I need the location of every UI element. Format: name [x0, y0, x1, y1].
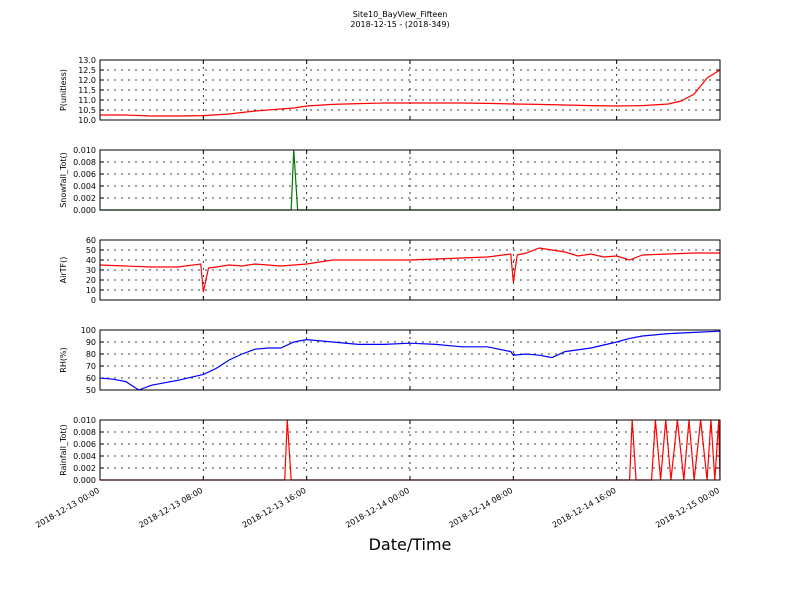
plot-frame [99, 419, 721, 481]
figure-title: Site10_BayView_Fifteen [353, 10, 448, 19]
y-tick-label: 0.008 [73, 428, 96, 437]
x-tick-label: 2018-12-14 08:00 [447, 486, 514, 530]
y-tick-label: 13.0 [78, 56, 96, 65]
y-axis-label: RH(%) [59, 347, 68, 372]
y-axis-label: P(unitless) [59, 69, 68, 111]
y-tick-label: 11.0 [78, 96, 96, 105]
y-tick-label: 20 [86, 276, 96, 285]
x-tick-label: 2018-12-13 00:00 [34, 486, 101, 530]
y-tick-label: 0.008 [73, 158, 96, 167]
y-tick-label: 50 [86, 386, 96, 395]
y-tick-label: 60 [86, 374, 96, 383]
y-tick-label: 10.0 [78, 116, 96, 125]
data-line [100, 69, 721, 117]
plot-frame [99, 239, 721, 301]
y-tick-label: 0.006 [73, 440, 96, 449]
y-tick-label: 0.002 [73, 194, 96, 203]
y-axis-label: Rainfall_Tot() [59, 424, 68, 476]
x-axis-label: Date/Time [369, 535, 452, 554]
plot-frame [99, 149, 721, 211]
plot-frame [99, 59, 721, 121]
y-tick-label: 0.006 [73, 170, 96, 179]
y-tick-label: 0.004 [73, 452, 96, 461]
data-line [99, 247, 720, 293]
y-tick-label: 10 [86, 286, 96, 295]
y-tick-label: 100 [81, 326, 96, 335]
y-axis-label: AirTF() [59, 257, 68, 284]
y-tick-label: 80 [86, 350, 96, 359]
y-tick-label: 0.010 [73, 146, 96, 155]
y-tick-label: 0.002 [73, 464, 96, 473]
y-tick-label: 90 [86, 338, 96, 347]
y-tick-label: 30 [86, 266, 96, 275]
y-tick-label: 12.0 [78, 76, 96, 85]
figure-subtitle: 2018-12-15 - (2018-349) [350, 20, 449, 29]
y-axis-label: Snowfall_Tot() [59, 152, 68, 208]
x-tick-label: 2018-12-14 00:00 [344, 486, 411, 530]
x-tick-label: 2018-12-14 16:00 [551, 486, 618, 530]
plot-frame [99, 329, 721, 391]
y-tick-label: 0 [91, 296, 96, 305]
data-line [99, 330, 721, 391]
y-tick-label: 10.5 [78, 106, 96, 115]
y-tick-label: 40 [86, 256, 96, 265]
x-tick-label: 2018-12-13 16:00 [241, 486, 308, 530]
x-tick-label: 2018-12-15 00:00 [654, 486, 721, 530]
x-tick-label: 2018-12-13 08:00 [137, 486, 204, 530]
y-tick-label: 0.000 [73, 476, 96, 485]
y-tick-label: 50 [86, 246, 96, 255]
y-tick-label: 0.000 [73, 206, 96, 215]
y-tick-label: 70 [86, 362, 96, 371]
y-tick-label: 12.5 [78, 66, 96, 75]
y-tick-label: 60 [86, 236, 96, 245]
y-tick-label: 0.004 [73, 182, 96, 191]
y-tick-label: 0.010 [73, 416, 96, 425]
y-tick-label: 11.5 [78, 86, 96, 95]
